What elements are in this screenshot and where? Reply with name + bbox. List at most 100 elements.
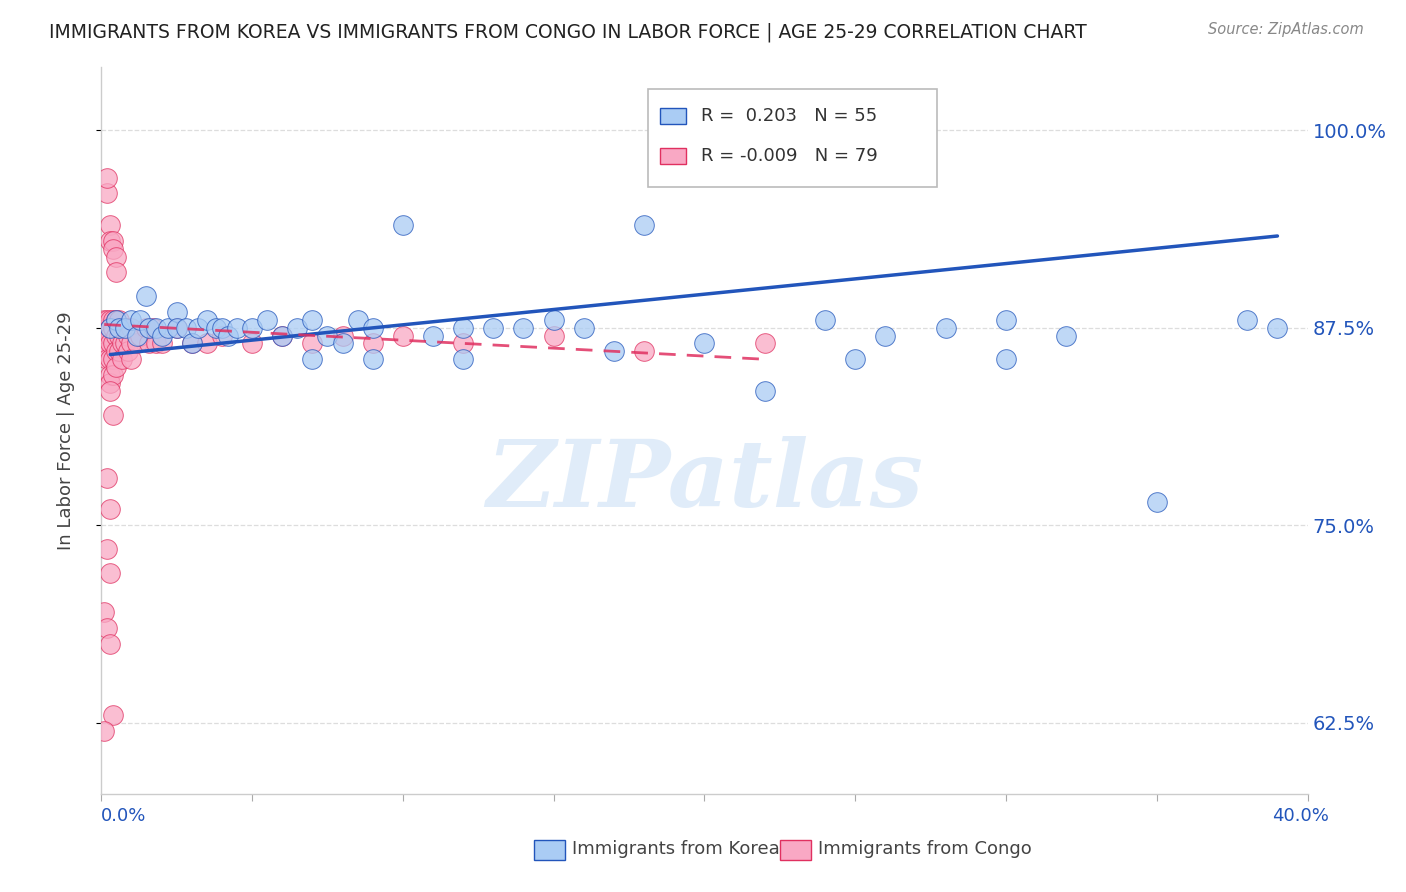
Point — [103, 368, 125, 382]
Point — [205, 320, 228, 334]
Point — [93, 328, 115, 343]
Point — [120, 320, 142, 334]
Point — [271, 328, 294, 343]
Point — [138, 320, 160, 334]
Point — [754, 384, 776, 398]
Point — [103, 352, 125, 367]
Point — [96, 320, 118, 334]
Point — [633, 218, 655, 232]
Point — [1236, 312, 1258, 326]
Text: Source: ZipAtlas.com: Source: ZipAtlas.com — [1208, 22, 1364, 37]
Point — [111, 320, 134, 334]
Point — [103, 336, 125, 351]
Point — [271, 328, 294, 343]
Point — [98, 320, 121, 334]
Point — [98, 566, 121, 580]
Point — [512, 320, 534, 334]
Point — [120, 352, 142, 367]
Point — [995, 352, 1018, 367]
Point — [754, 336, 776, 351]
Text: 40.0%: 40.0% — [1272, 807, 1329, 825]
Point — [195, 312, 218, 326]
Point — [105, 265, 128, 279]
Point — [96, 312, 118, 326]
Point — [174, 320, 197, 334]
Point — [256, 312, 278, 326]
Point — [543, 328, 565, 343]
Point — [103, 707, 125, 722]
Point — [217, 328, 239, 343]
Text: Immigrants from Korea: Immigrants from Korea — [572, 840, 780, 858]
Point — [814, 312, 837, 326]
Point — [98, 502, 121, 516]
Point — [117, 344, 139, 359]
Point — [1146, 494, 1168, 508]
Text: ZIPatlas: ZIPatlas — [486, 436, 922, 526]
Point — [127, 336, 149, 351]
Point — [98, 336, 121, 351]
Point — [844, 352, 866, 367]
Point — [875, 328, 897, 343]
Point — [96, 344, 118, 359]
Y-axis label: In Labor Force | Age 25-29: In Labor Force | Age 25-29 — [56, 311, 75, 549]
Point — [211, 320, 233, 334]
Point — [166, 320, 188, 334]
Point — [114, 320, 136, 334]
Point — [633, 344, 655, 359]
Point — [96, 328, 118, 343]
Point — [96, 352, 118, 367]
Point — [93, 312, 115, 326]
Point — [98, 328, 121, 343]
Point — [145, 320, 167, 334]
Point — [346, 312, 368, 326]
Point — [211, 328, 233, 343]
Point — [166, 305, 188, 319]
Point — [392, 328, 415, 343]
Point — [129, 328, 152, 343]
Point — [98, 218, 121, 232]
Point — [98, 368, 121, 382]
Point — [301, 352, 323, 367]
Point — [332, 328, 354, 343]
Point — [93, 336, 115, 351]
Point — [422, 328, 444, 343]
Point — [105, 250, 128, 264]
Point — [482, 320, 505, 334]
Point — [995, 312, 1018, 326]
Point — [180, 336, 202, 351]
Point — [98, 320, 121, 334]
Point — [301, 312, 323, 326]
Point — [180, 336, 202, 351]
Text: R = -0.009   N = 79: R = -0.009 N = 79 — [700, 146, 877, 165]
Point — [108, 320, 131, 334]
FancyBboxPatch shape — [659, 108, 686, 124]
Point — [93, 723, 115, 738]
Point — [145, 336, 167, 351]
Point — [114, 320, 136, 334]
Point — [150, 336, 173, 351]
Point — [240, 336, 263, 351]
Point — [138, 336, 160, 351]
Point — [156, 320, 179, 334]
Point — [361, 336, 384, 351]
Point — [392, 218, 415, 232]
Point — [98, 637, 121, 651]
Point — [451, 320, 474, 334]
Point — [166, 320, 188, 334]
Text: 0.0%: 0.0% — [101, 807, 146, 825]
Point — [111, 336, 134, 351]
Point — [98, 384, 121, 398]
Point — [108, 328, 131, 343]
Point — [195, 336, 218, 351]
Point — [129, 312, 152, 326]
Point — [105, 312, 128, 326]
Point — [108, 312, 131, 326]
Point — [105, 312, 128, 326]
Point — [103, 234, 125, 248]
Point — [103, 242, 125, 256]
Point — [332, 336, 354, 351]
Point — [226, 320, 249, 334]
Point — [150, 328, 173, 343]
Point — [141, 320, 163, 334]
Point — [96, 186, 118, 201]
